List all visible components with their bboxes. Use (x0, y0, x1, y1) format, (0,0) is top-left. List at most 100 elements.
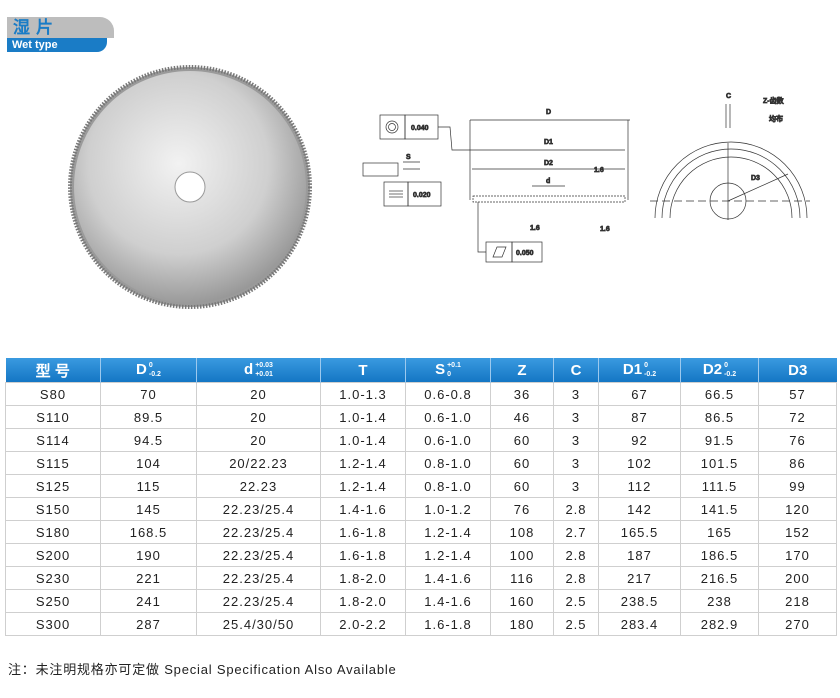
column-header: D3 (758, 358, 837, 383)
d3-label: D3 (751, 175, 760, 182)
table-cell: 102 (598, 451, 681, 475)
header-label: D3 (788, 361, 808, 379)
table-cell: S230 (5, 566, 101, 590)
header-tolerance-lower: 0 (447, 371, 451, 379)
table-row: S180 168.5 22.23/25.4 1.6-1.8 1.2-1.4 108 2.7 1… (5, 520, 837, 544)
table-cell: 152 (758, 520, 837, 544)
column-header: T (320, 358, 406, 383)
d2-label: D2 (544, 160, 553, 167)
table-cell: 86 (758, 451, 837, 475)
column-header: d +0.03 +0.01 (196, 358, 321, 383)
s-label: S (406, 154, 411, 161)
technical-drawing: 0.040 S 0.020 D D1 D2 d 1.6 1.6 1.6 0.05… (362, 93, 810, 263)
header-label: d (244, 360, 254, 378)
table-cell: 60 (490, 451, 554, 475)
table-cell: 20 (196, 405, 321, 429)
footer-note: 注：未注明规格亦可定做 Special Specification Also A… (8, 662, 397, 677)
table-cell: 270 (758, 612, 837, 636)
table-cell: 86.5 (680, 405, 759, 429)
table-cell: 2.5 (553, 589, 599, 613)
table-cell: 116 (490, 566, 554, 590)
d-inner-label: d (546, 178, 550, 185)
header-label: 型 号 (35, 362, 70, 380)
table-cell: 0.8-1.0 (405, 474, 491, 498)
table-cell: 1.2-1.4 (405, 543, 491, 567)
table-cell: 287 (100, 612, 197, 636)
table-cell: 70 (100, 382, 197, 406)
table-row: S80 70 20 1.0-1.3 0.6-0.8 36 3 67 66.5 57 (5, 382, 837, 406)
table-cell: 76 (490, 497, 554, 521)
table-cell: 2.5 (553, 612, 599, 636)
column-header: D 0 -0.2 (100, 358, 197, 383)
header-label: D (136, 360, 147, 378)
table-cell: 101.5 (680, 451, 759, 475)
table-cell: 3 (553, 382, 599, 406)
table-cell: 60 (490, 474, 554, 498)
table-cell: 20/22.23 (196, 451, 321, 475)
table-cell: 1.0-1.2 (405, 497, 491, 521)
header-tolerance-upper: 0 (724, 362, 728, 370)
header-label: C (570, 361, 582, 379)
table-cell: 0.6-1.0 (405, 428, 491, 452)
table-cell: 180 (490, 612, 554, 636)
table-cell: 2.0-2.2 (320, 612, 406, 636)
table-cell: 283.4 (598, 612, 681, 636)
column-header: D1 0 -0.2 (598, 358, 681, 383)
table-cell: 200 (758, 566, 837, 590)
table-cell: 165.5 (598, 520, 681, 544)
column-header: S +0.1 0 (405, 358, 491, 383)
z-label: Z-齿数 (763, 96, 785, 105)
column-header: D2 0 -0.2 (680, 358, 759, 383)
table-cell: 92 (598, 428, 681, 452)
header-tolerance-upper: 0 (644, 362, 648, 370)
roughness-label-3: 1.6 (600, 226, 610, 233)
c-label: C (726, 93, 731, 100)
table-cell: 72 (758, 405, 837, 429)
table-row: S200 190 22.23/25.4 1.6-1.8 1.2-1.4 100 2.8 187… (5, 543, 837, 567)
d-outer-label: D (546, 109, 551, 116)
table-cell: 170 (758, 543, 837, 567)
table-cell: 1.6-1.8 (320, 520, 406, 544)
table-cell: 1.0-1.3 (320, 382, 406, 406)
table-cell: 22.23/25.4 (196, 520, 321, 544)
table-header: 型 号 D 0 -0.2 d +0.03 +0.01 T S +0.1 0 Z C D1 0 -0.2 D2 0-… (5, 358, 837, 383)
table-cell: 76 (758, 428, 837, 452)
table-row: S110 89.5 20 1.0-1.4 0.6-1.0 46 3 87 86.5 72 (5, 405, 837, 429)
table-cell: 218 (758, 589, 837, 613)
table-cell: 187 (598, 543, 681, 567)
table-cell: 89.5 (100, 405, 197, 429)
table-cell: 1.2-1.4 (320, 451, 406, 475)
table-cell: 216.5 (680, 566, 759, 590)
table-cell: 190 (100, 543, 197, 567)
table-row: S250 241 22.23/25.4 1.8-2.0 1.4-1.6 160 2.5 238… (5, 589, 837, 613)
table-cell: 217 (598, 566, 681, 590)
column-header: C (553, 358, 599, 383)
table-cell: 1.4-1.6 (320, 497, 406, 521)
header-tolerance: 0 -0.2 (149, 361, 161, 379)
table-cell: 25.4/30/50 (196, 612, 321, 636)
table-cell: 1.2-1.4 (320, 474, 406, 498)
table-cell: 165 (680, 520, 759, 544)
column-header: Z (490, 358, 554, 383)
table-cell: 141.5 (680, 497, 759, 521)
table-cell: 22.23/25.4 (196, 566, 321, 590)
header-tolerance-lower: -0.2 (724, 371, 737, 379)
header-tolerance: +0.1 0 (447, 361, 461, 379)
saw-blade-image (68, 65, 312, 309)
table-cell: 115 (100, 474, 197, 498)
roughness-label-2: 1.6 (530, 225, 540, 232)
header-label: S (435, 360, 446, 378)
table-cell: S300 (5, 612, 101, 636)
flatness-value: 0.050 (516, 250, 534, 257)
table-cell: 2.8 (553, 566, 599, 590)
table-cell: 0.6-0.8 (405, 382, 491, 406)
header-label: D1 (622, 360, 643, 378)
table-cell: 87 (598, 405, 681, 429)
table-cell: 67 (598, 382, 681, 406)
table-cell: S125 (5, 474, 101, 498)
table-cell: 108 (490, 520, 554, 544)
table-cell: 46 (490, 405, 554, 429)
table-row: S230 221 22.23/25.4 1.8-2.0 1.4-1.6 116 2.8 217… (5, 566, 837, 590)
table-cell: 221 (100, 566, 197, 590)
table-cell: 3 (553, 428, 599, 452)
